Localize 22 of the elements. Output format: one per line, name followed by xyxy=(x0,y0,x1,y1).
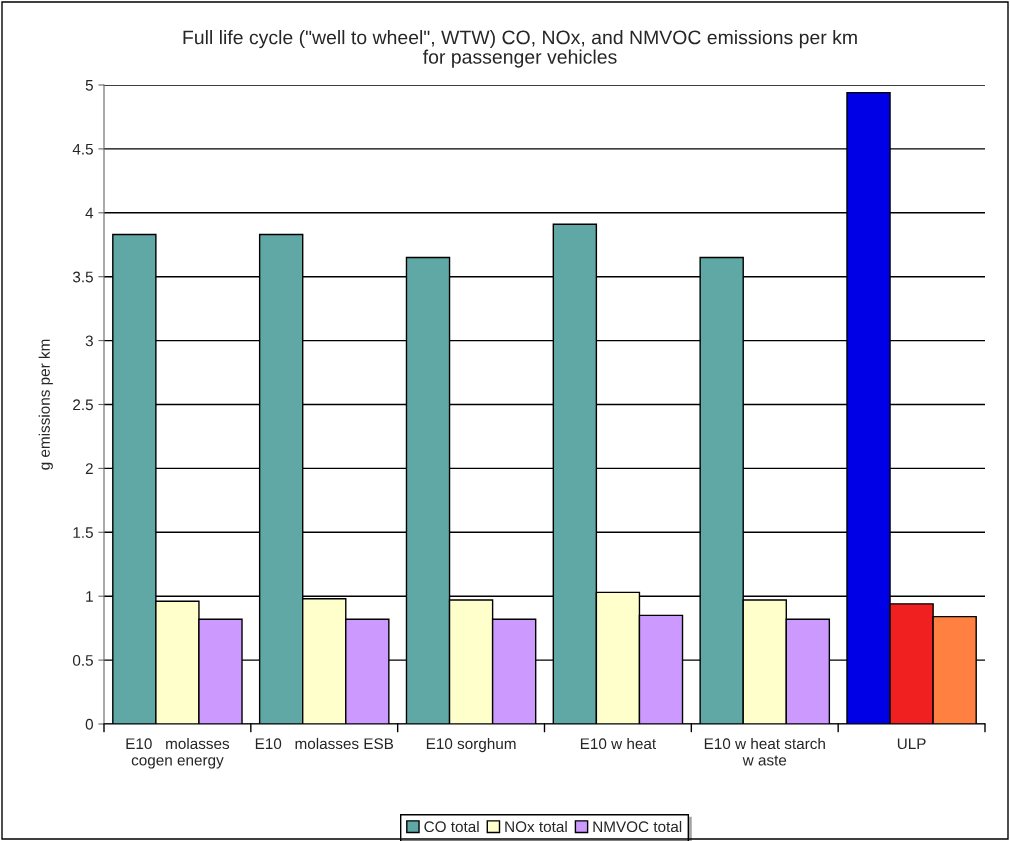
y-tick-label: 4.5 xyxy=(72,143,93,155)
x-tick-label: E10 molasses ESB xyxy=(255,737,394,750)
legend-label: NOx total xyxy=(505,820,567,833)
x-tick-label: E10 sorghum xyxy=(426,737,516,753)
y-tick-label: 4 xyxy=(85,207,94,219)
x-tick-label: E10 molasses cogen energy xyxy=(126,737,230,769)
y-tick-label: 3.5 xyxy=(72,271,93,283)
y-tick-label: 2 xyxy=(85,463,93,474)
legend-label: NMVOC total xyxy=(593,820,682,833)
x-tick-label: E10 w heat xyxy=(580,737,657,750)
x-tick-label: E10 w heat starch w aste xyxy=(704,737,825,766)
x-tick-label: ULP xyxy=(897,738,926,750)
y-tick-label: 0 xyxy=(85,718,93,730)
y-tick-label: 2.5 xyxy=(73,399,93,411)
y-tick-label: 5 xyxy=(85,80,93,91)
chart-title: Full life cycle ("well to wheel", WTW) CO, NOx, and NMVOC emissions per km for passenger vehicles xyxy=(183,30,857,68)
y-tick-label: 1 xyxy=(86,591,93,602)
y-tick-label: 0.5 xyxy=(72,654,93,666)
y-tick-label: 1.5 xyxy=(73,527,93,538)
legend-label: CO total xyxy=(424,820,479,833)
y-axis-title: g emissions per km xyxy=(38,339,53,470)
y-tick-label: 3 xyxy=(85,335,93,347)
